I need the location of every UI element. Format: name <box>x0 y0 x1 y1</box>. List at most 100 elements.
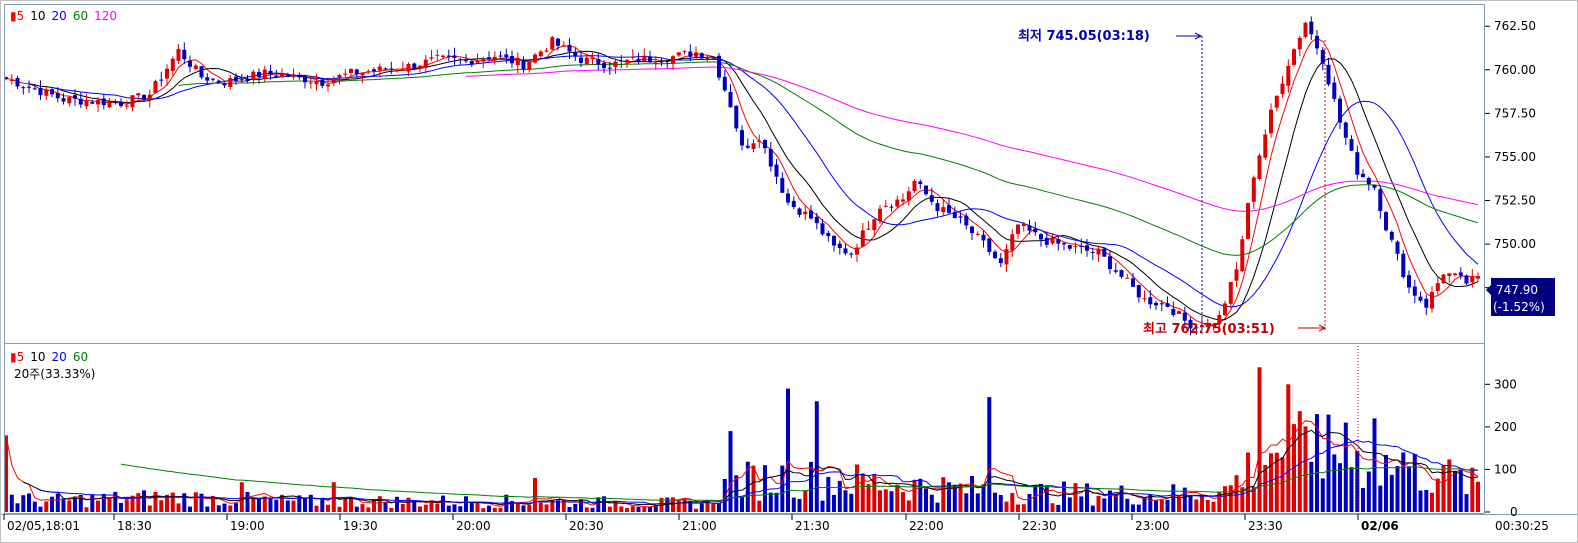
candle-body <box>268 70 273 75</box>
candle-body <box>159 79 164 81</box>
x-axis: 02/05,18:01 18:30 19:00 19:30 20:00 20:30 21:0… <box>3 514 1399 533</box>
candle-body <box>418 65 422 69</box>
candle-body <box>1366 178 1371 184</box>
candle-body <box>728 91 733 108</box>
volume-bar <box>1274 452 1279 512</box>
candle-body <box>1136 285 1141 298</box>
x-tick-label: 21:30 <box>795 519 830 533</box>
candle-body <box>814 216 819 224</box>
candle-body <box>1349 139 1354 151</box>
candle-body <box>590 57 595 60</box>
volume-bar <box>107 498 112 512</box>
candle-body <box>878 208 882 222</box>
candle-body <box>1154 302 1158 306</box>
candle-body <box>682 51 687 53</box>
candle-body <box>113 101 118 103</box>
candle-body <box>251 71 256 80</box>
candle-body <box>527 61 532 70</box>
candle-body <box>803 211 808 215</box>
volume-bar <box>32 501 37 512</box>
volume-bar <box>153 492 158 512</box>
candle-body <box>952 212 957 218</box>
volume-bar <box>354 506 359 512</box>
candle-body <box>67 97 72 104</box>
candle-body <box>1280 83 1285 95</box>
candle-body <box>1355 152 1360 175</box>
volume-bar <box>740 496 744 512</box>
volume-bar <box>1113 494 1118 512</box>
candle-body <box>981 234 986 241</box>
candle-body <box>757 140 762 142</box>
volume-bar <box>216 505 221 512</box>
legend-item: 20 <box>52 350 67 364</box>
candle-body <box>889 206 894 208</box>
volume-bar <box>1016 504 1020 512</box>
candle-body <box>642 55 647 62</box>
clock-label: 00:30:25 <box>1495 519 1549 533</box>
candle-body <box>1079 245 1084 247</box>
candle-body <box>291 74 296 78</box>
volume-bar <box>952 484 957 512</box>
candle-body <box>1384 212 1388 231</box>
volume-bar <box>579 499 583 512</box>
ma20-line <box>51 55 1479 308</box>
volume-bar <box>1033 485 1038 512</box>
candle-body <box>1010 234 1015 251</box>
candle-body <box>906 191 911 201</box>
volume-bar <box>257 498 261 512</box>
candle-body <box>1240 239 1245 272</box>
volume-bar <box>314 505 319 512</box>
candle-body <box>740 130 744 146</box>
volume-bar <box>84 507 89 512</box>
volume-bar <box>366 507 371 512</box>
volume-bar <box>96 500 100 512</box>
volume-y-tick-label: 200 <box>1494 420 1517 434</box>
candle-body <box>153 81 158 94</box>
volume-bar <box>44 501 49 512</box>
candle-body <box>297 76 302 78</box>
candle-body <box>395 70 399 72</box>
volume-bar <box>326 504 330 512</box>
candle-body <box>958 216 963 218</box>
volume-bar <box>855 464 859 512</box>
high-annotation-label: 최고 762.75(03:51) <box>1143 322 1275 337</box>
volume-y-tick-label: 100 <box>1494 462 1517 476</box>
candle-body <box>9 80 14 81</box>
candle-body <box>1159 303 1164 305</box>
volume-bar <box>918 478 923 512</box>
volume-bar <box>809 461 813 512</box>
candle-body <box>832 235 836 246</box>
volume-bar <box>1108 490 1112 512</box>
candle-body <box>142 94 146 100</box>
volume-bar <box>527 504 532 512</box>
candle-body <box>596 59 601 65</box>
volume-bar <box>653 505 658 512</box>
volume-bar <box>55 493 60 512</box>
candle-body <box>343 73 348 75</box>
volume-bar <box>1441 465 1446 512</box>
candle-body <box>239 79 244 81</box>
candle-body <box>1332 82 1337 99</box>
volume-bar <box>360 504 365 512</box>
volume-bar <box>383 502 388 512</box>
volume-bar <box>1044 485 1049 512</box>
volume-bar <box>1464 494 1469 512</box>
current-price-value: 747.90 <box>1496 283 1538 297</box>
candle-body <box>918 181 923 184</box>
volume-bar <box>124 499 129 512</box>
candle-body <box>308 82 313 84</box>
candle-body <box>21 87 26 89</box>
volume-bar <box>1257 367 1262 512</box>
volume-bar <box>1119 485 1124 512</box>
volume-bar <box>1154 500 1158 512</box>
candle-body <box>1234 269 1239 281</box>
candle-body <box>970 226 974 234</box>
volume-bar <box>1470 467 1475 512</box>
candle-body <box>843 248 848 254</box>
volume-bar <box>389 508 394 512</box>
candle-body <box>107 101 112 108</box>
candle-body <box>1315 35 1319 49</box>
volume-y-tick-label: 0 <box>1510 505 1518 519</box>
candle-body <box>895 199 900 207</box>
candle-body <box>15 78 20 87</box>
